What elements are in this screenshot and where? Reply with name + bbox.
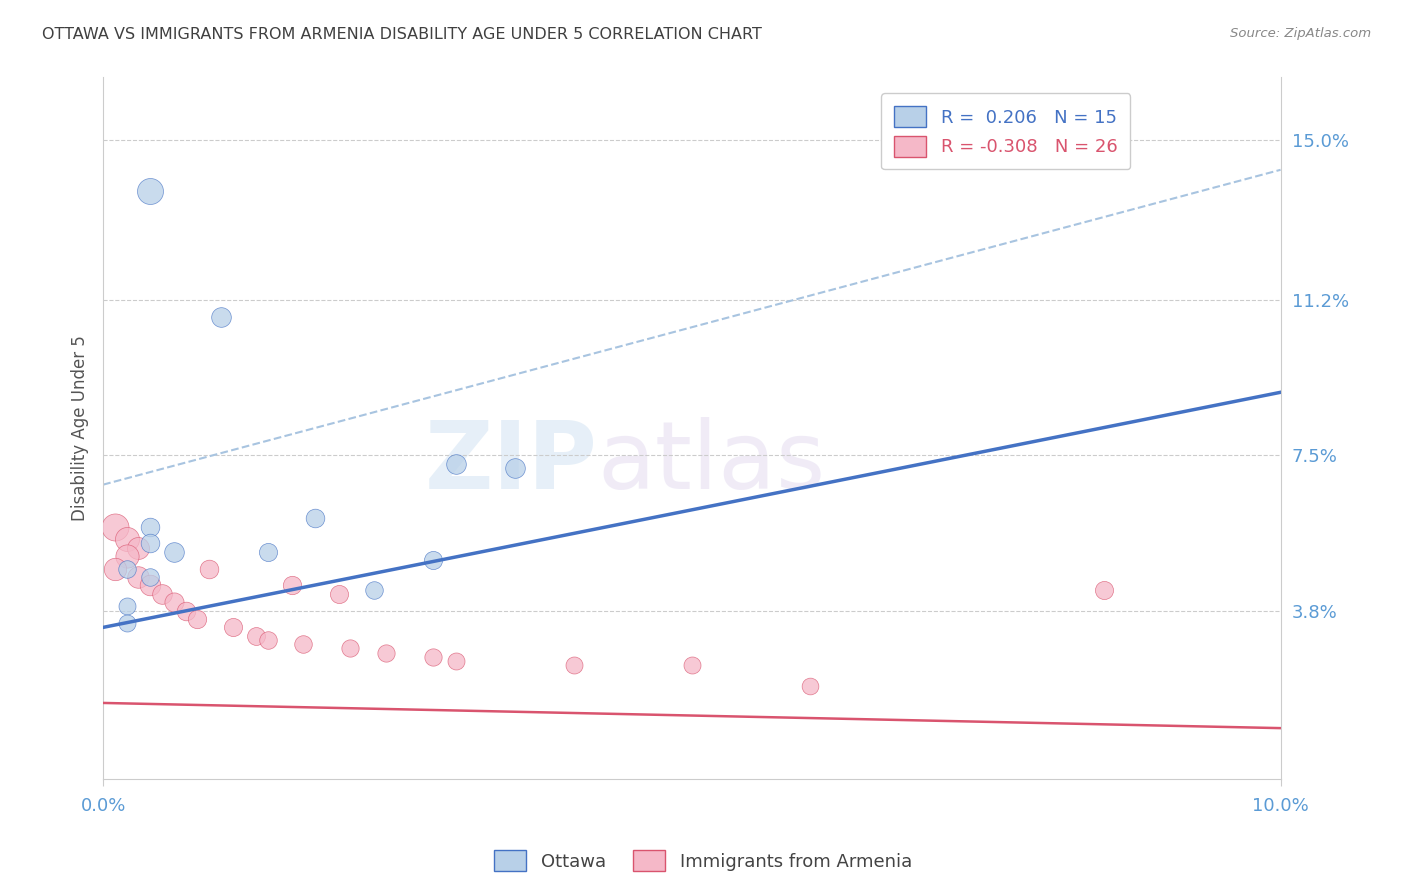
Text: atlas: atlas <box>598 417 825 509</box>
Point <box>198 561 221 575</box>
Point <box>1092 582 1115 597</box>
Point <box>363 582 385 597</box>
Point <box>562 658 585 673</box>
Point <box>163 545 186 559</box>
Y-axis label: Disability Age Under 5: Disability Age Under 5 <box>72 335 89 521</box>
Point <box>139 578 162 592</box>
Point <box>115 616 138 631</box>
Point <box>257 632 280 647</box>
Text: Source: ZipAtlas.com: Source: ZipAtlas.com <box>1230 27 1371 40</box>
Point <box>115 549 138 563</box>
Point <box>422 553 444 567</box>
Legend: Ottawa, Immigrants from Armenia: Ottawa, Immigrants from Armenia <box>486 843 920 879</box>
Point <box>304 511 326 525</box>
Point <box>115 599 138 614</box>
Point <box>139 184 162 198</box>
Point <box>446 654 468 668</box>
Point <box>257 545 280 559</box>
Point <box>422 649 444 664</box>
Text: ZIP: ZIP <box>425 417 598 509</box>
Point <box>139 519 162 533</box>
Point <box>115 533 138 547</box>
Point <box>799 679 821 693</box>
Point <box>127 541 149 555</box>
Point <box>209 310 232 324</box>
Point <box>339 641 361 656</box>
Point <box>139 570 162 584</box>
Point <box>221 620 243 634</box>
Point <box>374 646 396 660</box>
Point <box>150 587 173 601</box>
Point <box>503 460 526 475</box>
Point <box>127 570 149 584</box>
Point <box>446 457 468 471</box>
Legend: R =  0.206   N = 15, R = -0.308   N = 26: R = 0.206 N = 15, R = -0.308 N = 26 <box>882 94 1130 169</box>
Point <box>245 629 267 643</box>
Point <box>174 604 197 618</box>
Point <box>328 587 350 601</box>
Point <box>104 519 127 533</box>
Point <box>163 595 186 609</box>
Text: OTTAWA VS IMMIGRANTS FROM ARMENIA DISABILITY AGE UNDER 5 CORRELATION CHART: OTTAWA VS IMMIGRANTS FROM ARMENIA DISABI… <box>42 27 762 42</box>
Point <box>186 612 208 626</box>
Point <box>681 658 703 673</box>
Point <box>280 578 302 592</box>
Point <box>292 637 315 651</box>
Point <box>104 561 127 575</box>
Point <box>139 536 162 550</box>
Point <box>115 561 138 575</box>
